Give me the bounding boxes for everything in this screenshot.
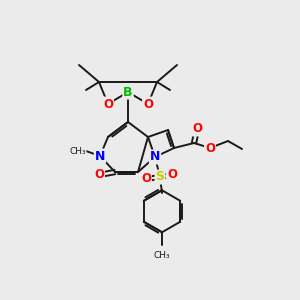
Text: O: O xyxy=(141,172,151,185)
Text: S: S xyxy=(155,170,164,184)
Text: O: O xyxy=(192,122,202,136)
Text: CH₃: CH₃ xyxy=(154,251,170,260)
Text: O: O xyxy=(167,169,177,182)
Text: O: O xyxy=(205,142,215,154)
Text: O: O xyxy=(103,98,113,110)
Text: N: N xyxy=(150,151,160,164)
Text: O: O xyxy=(143,98,153,110)
Text: B: B xyxy=(123,85,133,98)
Text: CH₃: CH₃ xyxy=(69,146,86,155)
Text: O: O xyxy=(94,169,104,182)
Text: N: N xyxy=(95,149,105,163)
